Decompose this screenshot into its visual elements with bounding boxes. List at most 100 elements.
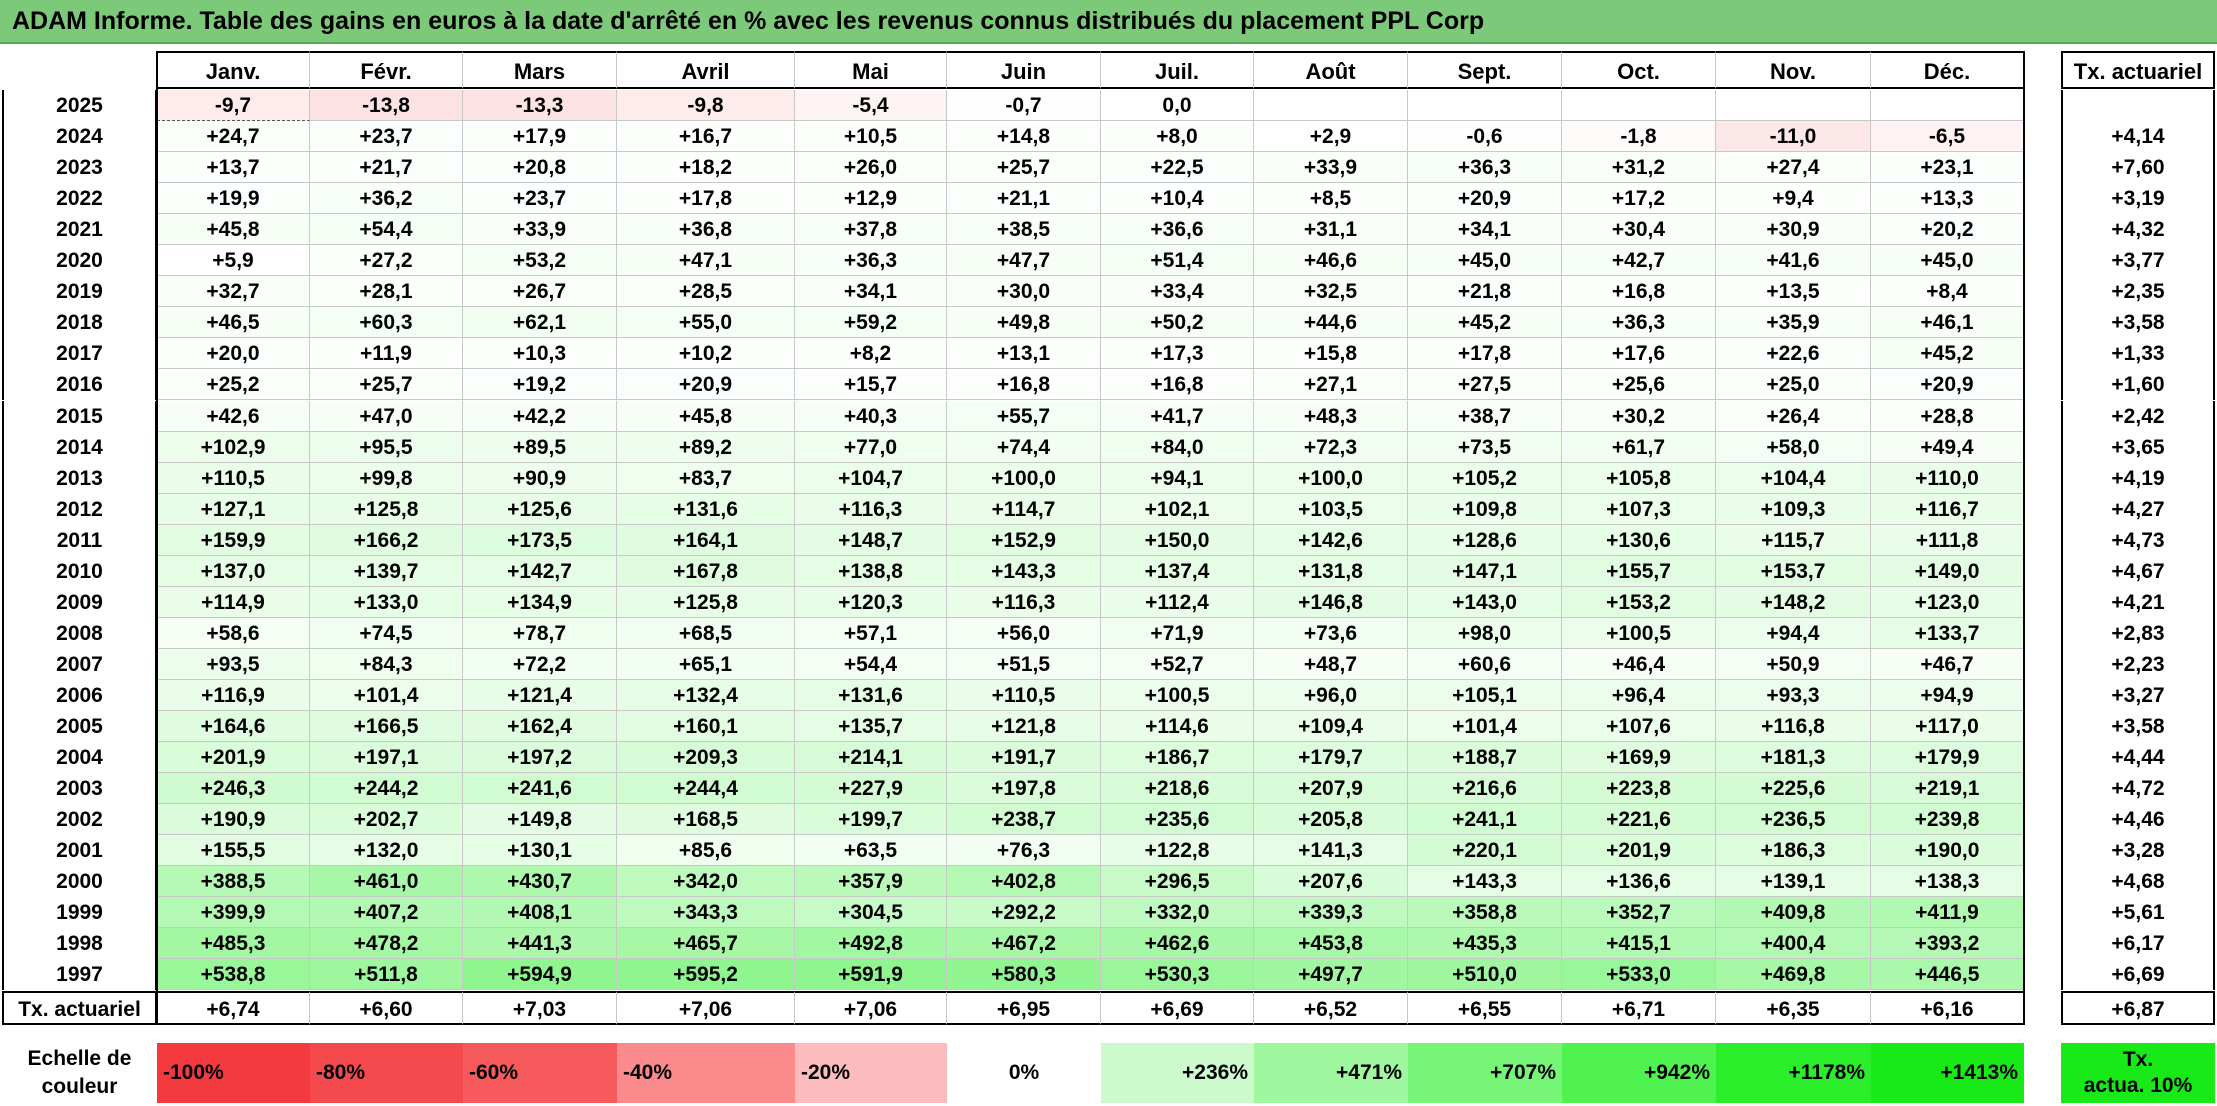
heatmap-cell: +128,6 (1408, 524, 1562, 556)
heatmap-cell: +58,6 (157, 617, 310, 649)
heatmap-cell: +28,8 (1871, 400, 2024, 432)
heatmap-cell: +25,6 (1562, 369, 1716, 401)
heatmap-cell: +538,8 (157, 959, 310, 991)
heatmap-cell: +399,9 (157, 897, 310, 929)
heatmap-cell: +45,2 (1408, 307, 1562, 339)
heatmap-cell: +202,7 (310, 804, 463, 836)
heatmap-cell: +48,7 (1254, 648, 1408, 680)
heatmap-cell: +61,7 (1562, 431, 1716, 463)
heatmap-cell: +73,5 (1408, 431, 1562, 463)
heatmap-cell: +109,4 (1254, 711, 1408, 743)
month-header: Mai (795, 51, 947, 89)
year-label: 2011 (2, 524, 157, 556)
heatmap-cell: +21,7 (310, 152, 463, 184)
heatmap-cell: +241,6 (463, 773, 617, 805)
heatmap-cell: +68,5 (617, 617, 795, 649)
heatmap-cell: +164,1 (617, 524, 795, 556)
heatmap-cell: +415,1 (1562, 928, 1716, 960)
heatmap-cell: +28,1 (310, 276, 463, 308)
heatmap-cell: +48,3 (1254, 400, 1408, 432)
heatmap-cell: +104,7 (795, 462, 947, 494)
heatmap-cell: +40,3 (795, 400, 947, 432)
heatmap-cell: +17,6 (1562, 338, 1716, 370)
heatmap-cell: +241,1 (1408, 804, 1562, 836)
heatmap-cell: +31,1 (1254, 214, 1408, 246)
heatmap-cell: +239,8 (1871, 804, 2024, 836)
heatmap-cell: +5,9 (157, 245, 310, 277)
heatmap-cell: +197,2 (463, 742, 617, 774)
heatmap-cell: +219,1 (1871, 773, 2024, 805)
heatmap-cell: +141,3 (1254, 835, 1408, 867)
heatmap-cell: +139,7 (310, 555, 463, 587)
heatmap-cell: +107,3 (1562, 493, 1716, 525)
heatmap-cell: +45,0 (1871, 245, 2024, 277)
heatmap-cell: +122,8 (1101, 835, 1254, 867)
heatmap-cell: +110,5 (157, 462, 310, 494)
heatmap-cell: +90,9 (463, 462, 617, 494)
month-header: Janv. (157, 51, 310, 89)
heatmap-cell: +467,2 (947, 928, 1101, 960)
scale-swatch: -40% (617, 1043, 795, 1103)
heatmap-cell: +54,4 (795, 648, 947, 680)
heatmap-cell: +15,7 (795, 369, 947, 401)
heatmap-cell: +46,4 (1562, 648, 1716, 680)
heatmap-cell: +465,7 (617, 928, 795, 960)
year-label: 2014 (2, 431, 157, 463)
rate-cell: +3,19 (2061, 183, 2215, 215)
heatmap-cell: +197,1 (310, 742, 463, 774)
heatmap-cell: +114,7 (947, 493, 1101, 525)
heatmap-cell: +46,7 (1871, 648, 2024, 680)
heatmap-cell: +109,3 (1716, 493, 1871, 525)
month-header: Août (1254, 51, 1408, 89)
heatmap-cell: +55,7 (947, 400, 1101, 432)
heatmap-cell: +173,5 (463, 524, 617, 556)
rate-cell: +3,58 (2061, 307, 2215, 339)
rate-cell: +3,77 (2061, 245, 2215, 277)
heatmap-cell: +30,4 (1562, 214, 1716, 246)
heatmap-cell: +34,1 (795, 276, 947, 308)
heatmap-cell: +26,7 (463, 276, 617, 308)
heatmap-cell: +135,7 (795, 711, 947, 743)
heatmap-cell: +74,4 (947, 431, 1101, 463)
heatmap-cell: +209,3 (617, 742, 795, 774)
month-header: Déc. (1871, 51, 2024, 89)
heatmap-cell: +14,8 (947, 121, 1101, 153)
heatmap-cell (1562, 90, 1716, 122)
heatmap-cell: +244,4 (617, 773, 795, 805)
heatmap-cell: +45,8 (157, 214, 310, 246)
rate-cell: +3,58 (2061, 711, 2215, 743)
heatmap-cell: -6,5 (1871, 121, 2024, 153)
heatmap-cell: +38,5 (947, 214, 1101, 246)
heatmap-cell: +57,1 (795, 617, 947, 649)
heatmap-cell: +132,0 (310, 835, 463, 867)
heatmap-cell: +47,7 (947, 245, 1101, 277)
rate-cell: +4,21 (2061, 586, 2215, 618)
heatmap-cell: +21,1 (947, 183, 1101, 215)
heatmap-cell: +74,5 (310, 617, 463, 649)
heatmap-cell: +207,9 (1254, 773, 1408, 805)
heatmap-cell: +77,0 (795, 431, 947, 463)
heatmap-cell: +58,0 (1716, 431, 1871, 463)
heatmap-cell: +20,9 (1408, 183, 1562, 215)
year-label: 2021 (2, 214, 157, 246)
heatmap-cell: +22,6 (1716, 338, 1871, 370)
heatmap-cell: +143,0 (1408, 586, 1562, 618)
rate-cell: +4,44 (2061, 742, 2215, 774)
heatmap-cell: +120,3 (795, 586, 947, 618)
heatmap-cell: +411,9 (1871, 897, 2024, 929)
heatmap-cell: +109,8 (1408, 493, 1562, 525)
heatmap-cell: +101,4 (310, 679, 463, 711)
heatmap-cell: +17,3 (1101, 338, 1254, 370)
rate-cell: +4,46 (2061, 804, 2215, 836)
year-label: 2003 (2, 773, 157, 805)
heatmap-cell: +27,4 (1716, 152, 1871, 184)
rate-cell: +3,28 (2061, 835, 2215, 867)
heatmap-cell: +93,3 (1716, 679, 1871, 711)
heatmap-cell: +152,9 (947, 524, 1101, 556)
heatmap-cell: +402,8 (947, 866, 1101, 898)
month-header: Juil. (1101, 51, 1254, 89)
rate-cell: +4,72 (2061, 773, 2215, 805)
heatmap-cell: +168,5 (617, 804, 795, 836)
scale-swatch: +942% (1562, 1043, 1716, 1103)
heatmap-cell: +116,3 (947, 586, 1101, 618)
